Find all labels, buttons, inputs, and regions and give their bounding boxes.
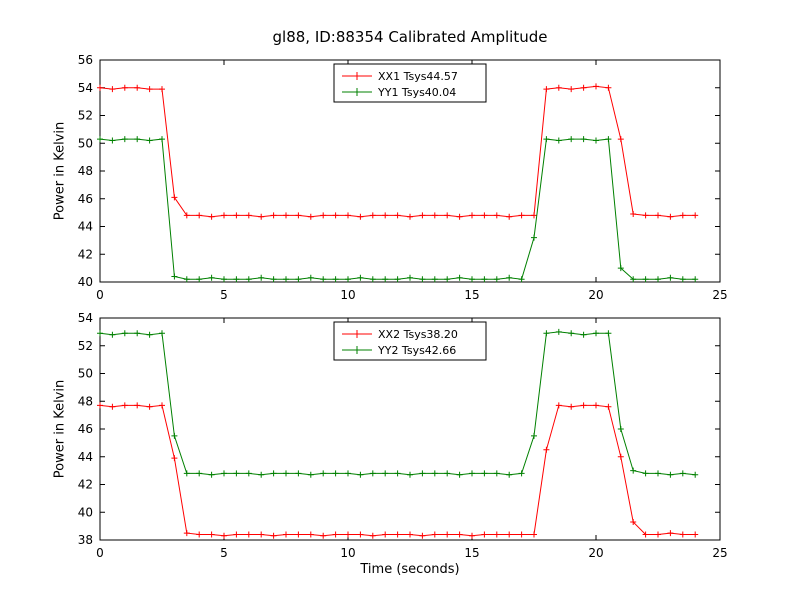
- figure-title: gl88, ID:88354 Calibrated Amplitude: [272, 28, 548, 46]
- svg-text:42: 42: [78, 478, 93, 492]
- svg-text:48: 48: [78, 164, 93, 178]
- svg-text:YY1 Tsys40.04: YY1 Tsys40.04: [377, 86, 456, 99]
- svg-text:XX2 Tsys38.20: XX2 Tsys38.20: [378, 328, 458, 341]
- svg-text:42: 42: [78, 247, 93, 261]
- svg-text:20: 20: [588, 546, 603, 560]
- svg-text:54: 54: [78, 311, 93, 325]
- svg-text:15: 15: [464, 546, 479, 560]
- svg-text:10: 10: [340, 546, 355, 560]
- svg-text:XX1 Tsys44.57: XX1 Tsys44.57: [378, 70, 458, 83]
- subplot-0: 0 5 10 15 20 25 40 42 44 46 48 50 52 54 56 XX1 Tsys44.5…: [78, 53, 728, 302]
- svg-text:10: 10: [340, 288, 355, 302]
- svg-text:0: 0: [96, 288, 104, 302]
- svg-text:48: 48: [78, 394, 93, 408]
- svg-text:52: 52: [78, 109, 93, 123]
- legend-0: XX1 Tsys44.57 YY1 Tsys40.04: [333, 63, 487, 103]
- svg-text:25: 25: [712, 546, 727, 560]
- svg-text:50: 50: [78, 367, 93, 381]
- svg-text:5: 5: [220, 546, 228, 560]
- svg-text:YY2 Tsys42.66: YY2 Tsys42.66: [377, 344, 456, 357]
- svg-text:20: 20: [588, 288, 603, 302]
- xlabel: Time (seconds): [360, 562, 460, 577]
- legend-1: XX2 Tsys38.20 YY2 Tsys42.66: [333, 321, 487, 361]
- svg-text:56: 56: [78, 53, 93, 67]
- svg-text:44: 44: [78, 450, 93, 464]
- svg-text:40: 40: [78, 275, 93, 289]
- subplot-1: 0 5 10 15 20 25 38 40 42 44 46 48 50 52 54 XX2 Tsys38.2…: [78, 311, 728, 560]
- svg-text:46: 46: [78, 192, 93, 206]
- svg-text:5: 5: [220, 288, 228, 302]
- ylabel-top-subplot: Power in Kelvin: [52, 121, 68, 221]
- svg-text:40: 40: [78, 505, 93, 519]
- svg-text:0: 0: [96, 546, 104, 560]
- svg-text:52: 52: [78, 339, 93, 353]
- svg-text:44: 44: [78, 220, 93, 234]
- svg-text:50: 50: [78, 136, 93, 150]
- svg-text:25: 25: [712, 288, 727, 302]
- svg-text:38: 38: [78, 533, 93, 547]
- svg-text:15: 15: [464, 288, 479, 302]
- svg-text:46: 46: [78, 422, 93, 436]
- ylabel-bottom-subplot: Power in Kelvin: [52, 379, 68, 479]
- svg-text:54: 54: [78, 81, 93, 95]
